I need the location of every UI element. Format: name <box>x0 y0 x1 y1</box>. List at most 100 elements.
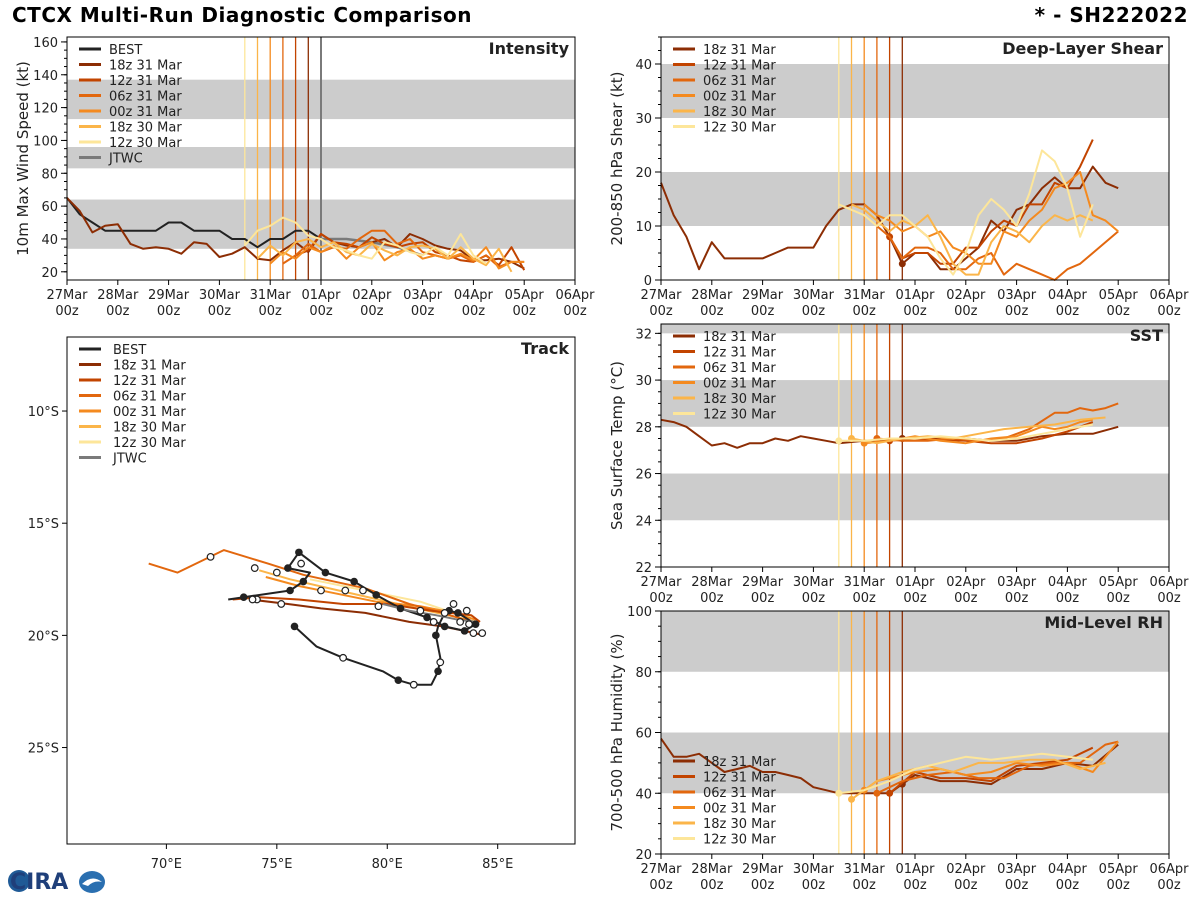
rh-series-marker <box>835 789 843 797</box>
rh-series-line <box>876 740 1119 795</box>
sst-legend-label: 06z 31 Mar <box>703 361 776 376</box>
rh-shade-band <box>661 611 1169 672</box>
intensity-xtick-label: 06Apr <box>555 288 595 303</box>
intensity-xtick-label: 27Mar <box>46 288 88 303</box>
track-marker-open <box>440 609 449 617</box>
shear-xtick-label: 00z <box>853 304 877 319</box>
intensity-panel: 2040608010012014016027Mar00z28Mar00z29Ma… <box>14 36 595 319</box>
shear-series-line <box>838 149 1094 276</box>
intensity-series-line <box>244 216 487 265</box>
rh-series-marker <box>873 789 881 797</box>
rh-legend-label: 18z 31 Mar <box>703 755 776 770</box>
track-marker-open <box>248 595 257 604</box>
sst-ylabel: Sea Surface Temp (°C) <box>608 361 626 530</box>
track-line <box>232 596 481 623</box>
track-marker-open <box>272 568 281 577</box>
rh-xtick-label: 00z <box>853 878 877 893</box>
rh-legend-label: 18z 30 Mar <box>703 817 776 832</box>
shear-legend-label: 18z 31 Mar <box>703 43 776 58</box>
shear-title: Deep-Layer Shear <box>1002 39 1163 58</box>
track-marker-open <box>429 618 438 626</box>
shear-xtick-label: 04Apr <box>1048 288 1088 303</box>
shear-xtick-label: 06Apr <box>1149 288 1189 303</box>
rh-xtick-label: 03Apr <box>997 862 1037 877</box>
track-marker <box>372 591 381 599</box>
shear-xtick-label: 00z <box>1056 304 1080 319</box>
sst-legend-label: 12z 30 Mar <box>703 408 776 423</box>
intensity-xtick-label: 05Apr <box>505 288 545 303</box>
track-marker-open <box>297 559 306 568</box>
shear-xtick-label: 03Apr <box>997 288 1037 303</box>
track-ytick-label: 15°S <box>28 517 59 532</box>
track-xtick-label: 75°E <box>261 857 292 872</box>
intensity-xtick-label: 04Apr <box>454 288 494 303</box>
shear-xtick-label: 00z <box>700 304 724 319</box>
track-marker-open <box>462 606 471 615</box>
shear-series-line <box>851 203 1094 276</box>
track-marker-open <box>465 620 473 629</box>
sst-legend-label: 18z 31 Mar <box>703 330 776 345</box>
track-marker <box>440 622 449 631</box>
sst-legend-label: 12z 31 Mar <box>703 346 776 361</box>
track-marker <box>396 604 405 613</box>
intensity-xtick-label: 00z <box>106 304 130 319</box>
track-line <box>148 549 479 628</box>
intensity-xtick-label: 00z <box>309 304 333 319</box>
track-marker <box>423 613 431 622</box>
shear-legend-label: 12z 31 Mar <box>703 59 776 74</box>
intensity-xtick-label: 00z <box>259 304 283 319</box>
track-marker <box>295 548 303 557</box>
sst-xtick-label: 01Apr <box>895 575 935 590</box>
logo-globe-icon <box>8 870 30 892</box>
rh-title: Mid-Level RH <box>1044 613 1163 632</box>
intensity-legend-label: 12z 31 Mar <box>109 74 182 89</box>
track-ytick-label: 25°S <box>28 742 59 757</box>
rh-legend-label: 12z 31 Mar <box>703 771 776 786</box>
shear-xtick-label: 00z <box>903 304 927 319</box>
track-marker-open <box>469 629 478 638</box>
intensity-ytick-label: 40 <box>41 233 58 248</box>
track-frame <box>66 336 576 845</box>
sst-legend-label: 00z 31 Mar <box>703 377 776 392</box>
shear-series-line <box>876 225 1119 281</box>
track-marker-open <box>478 629 487 638</box>
shear-ylabel: 200-850 hPa Shear (kt) <box>608 72 626 246</box>
rh-legend-label: 00z 31 Mar <box>703 802 776 817</box>
track-xtick-label: 85°E <box>482 857 513 872</box>
rh-legend-label: 06z 31 Mar <box>703 786 776 801</box>
rh-ylabel: 700-500 hPa Humidity (%) <box>608 633 626 831</box>
sst-ytick-label: 22 <box>635 561 652 576</box>
track-marker <box>471 620 480 628</box>
intensity-legend-label: 18z 30 Mar <box>109 121 182 136</box>
shear-xtick-label: 01Apr <box>895 288 935 303</box>
shear-xtick-label: 00z <box>802 304 826 319</box>
track-legend-label: 18z 30 Mar <box>113 421 186 436</box>
shear-legend-label: 06z 31 Mar <box>703 74 776 89</box>
sst-series-line <box>889 421 1094 445</box>
rh-ytick-label: 80 <box>635 666 652 681</box>
intensity-ytick-label: 60 <box>41 200 58 215</box>
intensity-ytick-label: 140 <box>33 69 58 84</box>
sst-xtick-label: 03Apr <box>997 575 1037 590</box>
track-ytick-label: 20°S <box>28 629 59 644</box>
sst-shade-band <box>661 473 1169 521</box>
intensity-legend-label: 06z 31 Mar <box>109 90 182 105</box>
sst-ytick-label: 30 <box>635 374 652 389</box>
rh-xtick-label: 00z <box>1056 878 1080 893</box>
intensity-series-line <box>66 197 322 249</box>
shear-ytick-label: 10 <box>635 220 652 235</box>
intensity-xtick-label: 00z <box>563 304 587 319</box>
sst-xtick-label: 00z <box>802 591 826 606</box>
track-marker-open <box>277 600 286 608</box>
sst-xtick-label: 00z <box>1107 591 1131 606</box>
rh-series-line <box>863 740 1119 792</box>
shear-xtick-label: 28Mar <box>691 288 733 303</box>
shear-xtick-label: 02Apr <box>946 288 986 303</box>
sst-xtick-label: 00z <box>853 591 877 606</box>
shear-xtick-label: 00z <box>649 304 673 319</box>
intensity-xtick-label: 00z <box>55 304 79 319</box>
intensity-title: Intensity <box>489 39 570 58</box>
shear-series-line <box>863 171 1119 265</box>
track-marker-open <box>436 658 445 667</box>
rh-xtick-label: 31Mar <box>844 862 886 877</box>
